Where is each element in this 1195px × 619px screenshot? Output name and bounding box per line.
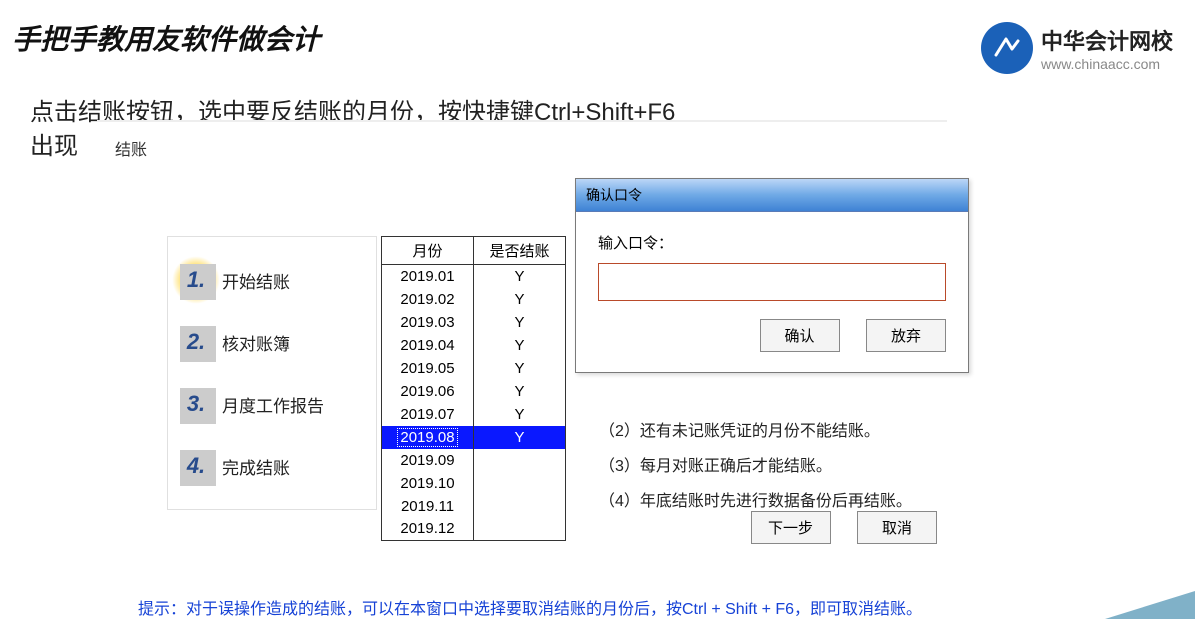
wizard-step[interactable]: 1. 开始结账 (178, 249, 366, 311)
step-number-icon: 4. (178, 448, 214, 484)
closed-cell: Y (474, 426, 566, 449)
page-title: 手把手教用友软件做会计 (12, 18, 320, 58)
month-cell: 2019.05 (382, 357, 474, 380)
logo-text-cn: 中华会计网校 (1041, 24, 1173, 56)
closed-cell (474, 518, 566, 541)
logo: 中华会计网校 www.chinaacc.com (981, 22, 1173, 74)
step-label: 核对账簿 (222, 330, 290, 355)
table-row[interactable]: 2019.05Y (382, 357, 566, 380)
step-label: 月度工作报告 (222, 392, 324, 417)
instruction-line-2: 出现 (30, 126, 78, 161)
month-cell: 2019.11 (382, 495, 474, 518)
month-cell: 2019.08 (382, 426, 474, 449)
table-row[interactable]: 2019.08Y (382, 426, 566, 449)
month-cell: 2019.06 (382, 380, 474, 403)
logo-icon (981, 22, 1033, 74)
wizard-step[interactable]: 4. 完成结账 (178, 435, 366, 497)
table-row[interactable]: 2019.04Y (382, 334, 566, 357)
table-row[interactable]: 2019.10 (382, 472, 566, 495)
closed-col-header: 是否结账 (474, 237, 566, 265)
abandon-button[interactable]: 放弃 (866, 319, 946, 352)
table-row[interactable]: 2019.07Y (382, 403, 566, 426)
logo-text-url: www.chinaacc.com (1041, 56, 1173, 72)
wizard-window: 结账 1. 开始结账 2. 核对账簿 3. 月度工作报告 4. 完成结账 月份 是否结账 20… (97, 120, 947, 565)
note-line: （3）每月对账正确后才能结账。 (599, 449, 912, 484)
month-table: 月份 是否结账 2019.01Y2019.02Y2019.03Y2019.04Y… (381, 236, 566, 541)
cancel-button[interactable]: 取消 (857, 511, 937, 544)
month-cell: 2019.10 (382, 472, 474, 495)
closed-cell: Y (474, 357, 566, 380)
password-dialog: 确认口令 输入口令： 确认 放弃 (575, 178, 969, 373)
corner-decoration (1105, 591, 1195, 619)
password-input[interactable] (598, 263, 946, 301)
closed-cell: Y (474, 403, 566, 426)
wizard-title: 结账 (97, 122, 947, 174)
closed-cell: Y (474, 334, 566, 357)
month-col-header: 月份 (382, 237, 474, 265)
step-label: 完成结账 (222, 454, 290, 479)
step-number-icon: 1. (178, 262, 214, 298)
month-cell: 2019.09 (382, 449, 474, 472)
closed-cell (474, 449, 566, 472)
dialog-title: 确认口令 (576, 179, 968, 212)
month-cell: 2019.03 (382, 311, 474, 334)
table-row[interactable]: 2019.12 (382, 518, 566, 541)
wizard-step[interactable]: 3. 月度工作报告 (178, 373, 366, 435)
month-cell: 2019.01 (382, 265, 474, 288)
step-number-icon: 2. (178, 324, 214, 360)
table-row[interactable]: 2019.11 (382, 495, 566, 518)
table-row[interactable]: 2019.06Y (382, 380, 566, 403)
table-row[interactable]: 2019.02Y (382, 288, 566, 311)
wizard-steps: 1. 开始结账 2. 核对账簿 3. 月度工作报告 4. 完成结账 (167, 236, 377, 510)
month-cell: 2019.07 (382, 403, 474, 426)
note-line: （2）还有未记账凭证的月份不能结账。 (599, 414, 912, 449)
confirm-button[interactable]: 确认 (760, 319, 840, 352)
wizard-step[interactable]: 2. 核对账簿 (178, 311, 366, 373)
dialog-label: 输入口令： (598, 232, 946, 253)
hint-text: 提示：对于误操作造成的结账，可以在本窗口中选择要取消结账的月份后，按Ctrl +… (138, 595, 922, 619)
table-row[interactable]: 2019.09 (382, 449, 566, 472)
month-cell: 2019.02 (382, 288, 474, 311)
closed-cell: Y (474, 380, 566, 403)
next-button[interactable]: 下一步 (751, 511, 831, 544)
step-label: 开始结账 (222, 268, 290, 293)
table-row[interactable]: 2019.01Y (382, 265, 566, 288)
closed-cell (474, 495, 566, 518)
closed-cell (474, 472, 566, 495)
month-cell: 2019.12 (382, 518, 474, 541)
closed-cell: Y (474, 311, 566, 334)
wizard-notes: （2）还有未记账凭证的月份不能结账。（3）每月对账正确后才能结账。（4）年底结账… (599, 414, 912, 520)
closed-cell: Y (474, 265, 566, 288)
table-row[interactable]: 2019.03Y (382, 311, 566, 334)
step-number-icon: 3. (178, 386, 214, 422)
closed-cell: Y (474, 288, 566, 311)
month-cell: 2019.04 (382, 334, 474, 357)
